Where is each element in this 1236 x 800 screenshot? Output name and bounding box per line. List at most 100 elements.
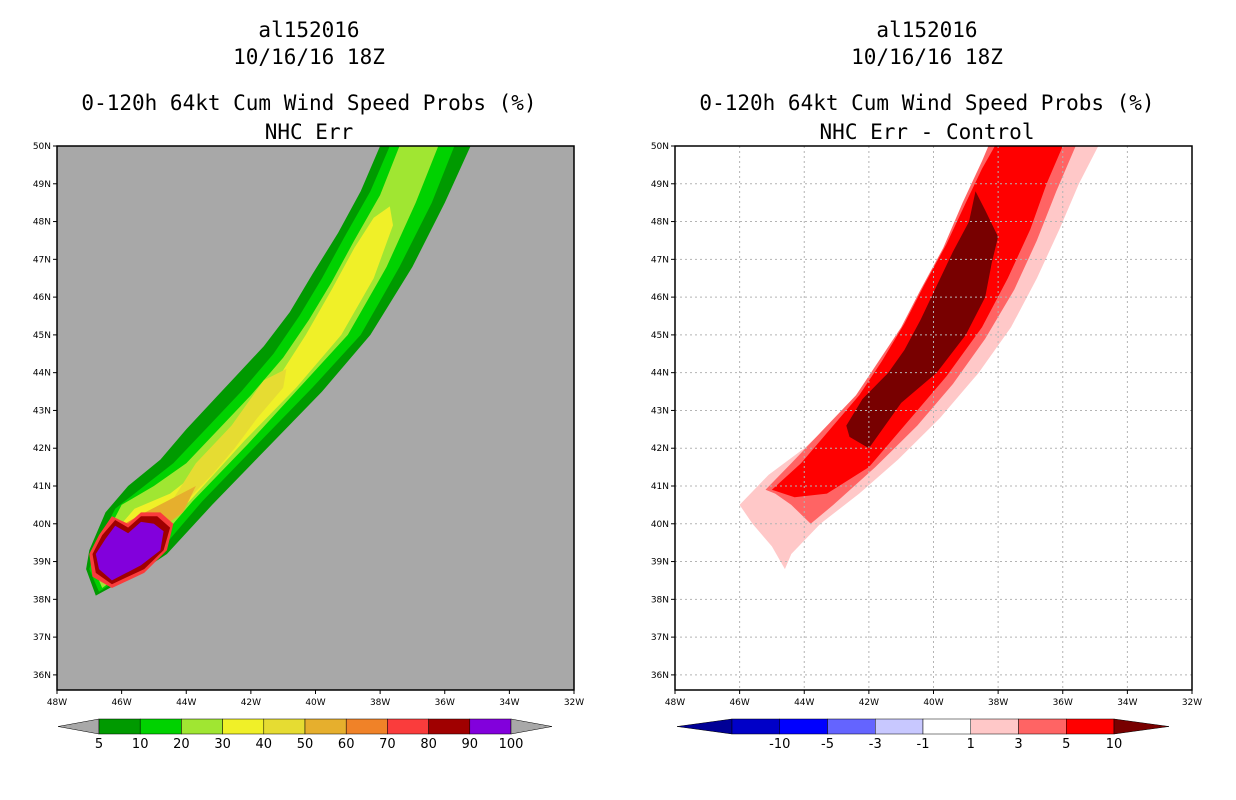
- right-xtick-label: 32W: [1182, 698, 1202, 708]
- right-xtick-label: 42W: [859, 698, 879, 708]
- left-colorbar-swatch: [98, 718, 141, 735]
- left-contour-group: [86, 146, 471, 596]
- right-xtick-label: 36W: [1053, 698, 1073, 708]
- left-colorbar-label: 30: [214, 737, 231, 752]
- left-colorbar-label: 70: [379, 737, 396, 752]
- left-xtick-label: 38W: [370, 698, 390, 708]
- left-ytick-label: 49N: [33, 180, 51, 190]
- left-xtick-label: 44W: [176, 698, 196, 708]
- right-colorbar-label: -1: [917, 737, 930, 752]
- left-colorbar-label: 10: [132, 737, 149, 752]
- right-colorbar-label: 10: [1106, 737, 1123, 752]
- left-xtick-label: 42W: [241, 698, 261, 708]
- left-colorbar-swatch: [469, 718, 512, 735]
- right-ytick-label: 50N: [651, 142, 669, 152]
- right-xtick-label: 46W: [729, 698, 749, 708]
- left-colorbar-swatch: [387, 718, 429, 735]
- right-ytick-label: 43N: [651, 406, 669, 416]
- right-colorbar-swatch: [970, 718, 1019, 735]
- right-colorbar-swatch: [1018, 718, 1067, 735]
- right-colorbar-label: -5: [821, 737, 834, 752]
- left-title-datetime: 10/16/16 18Z: [233, 45, 385, 69]
- right-ytick-label: 36N: [651, 671, 669, 681]
- left-colorbar-label: 60: [338, 737, 355, 752]
- right-xtick-label: 38W: [988, 698, 1008, 708]
- left-colorbar-swatch: [304, 718, 347, 735]
- left-title-storm-id: al152016: [258, 18, 360, 42]
- right-xtick-label: 44W: [794, 698, 814, 708]
- right-colorbar-label: 1: [967, 737, 975, 752]
- left-colorbar-label: 100: [499, 737, 524, 752]
- right-title-subtitle: NHC Err - Control: [819, 120, 1035, 144]
- right-ytick-label: 41N: [651, 482, 669, 492]
- left-colorbar-label: 5: [95, 737, 103, 752]
- right-colorbar-label: 5: [1062, 737, 1070, 752]
- right-plot-frame: [674, 145, 1193, 691]
- right-chart: 48W 46W 44W 42W 40W 38W 36W 34W 32W 36N 37N 38N 39N 4…: [651, 142, 1202, 752]
- left-ytick-label: 48N: [33, 218, 51, 228]
- left-colorbar-swatch: [181, 718, 223, 735]
- left-ytick-label: 37N: [33, 633, 51, 643]
- left-plot-frame: [56, 145, 575, 691]
- left-xtick-label: 34W: [499, 698, 519, 708]
- right-xtick-label: 34W: [1117, 698, 1137, 708]
- left-panel: al152016 10/16/16 18Z 0-120h 64kt Cum Wi…: [33, 18, 584, 752]
- left-plot-background: [57, 146, 574, 690]
- right-ytick-label: 44N: [651, 369, 669, 379]
- left-ytick-label: 45N: [33, 331, 51, 341]
- left-colorbar-label: 40: [256, 737, 273, 752]
- left-ytick-label: 41N: [33, 482, 51, 492]
- left-colorbar-swatch: [222, 718, 265, 735]
- left-xtick-label: 36W: [435, 698, 455, 708]
- right-xtick-label: 48W: [665, 698, 685, 708]
- left-ytick-label: 47N: [33, 255, 51, 265]
- right-colorbar-swatch: [731, 718, 780, 735]
- left-colorbar-low-arrow: [57, 718, 100, 735]
- left-chart: 48W 46W 44W 42W 40W 38W 36W 34W 32W 36N 37N 38N 39N 4…: [33, 142, 584, 752]
- right-colorbar-swatch: [922, 718, 971, 735]
- left-colorbar-high-arrow: [510, 718, 553, 735]
- left-colorbar-label: 20: [173, 737, 190, 752]
- left-ytick-label: 42N: [33, 444, 51, 454]
- right-ytick-label: 47N: [651, 255, 669, 265]
- right-xtick-label: 40W: [923, 698, 943, 708]
- right-ytick-label: 46N: [651, 293, 669, 303]
- left-ytick-label: 50N: [33, 142, 51, 152]
- right-colorbar-label: -10: [769, 737, 790, 752]
- left-title-product: 0-120h 64kt Cum Wind Speed Probs (%): [81, 91, 537, 115]
- right-contour-level-10: [846, 191, 999, 449]
- left-ytick-label: 43N: [33, 406, 51, 416]
- right-ytick-label: 39N: [651, 558, 669, 568]
- left-title-subtitle: NHC Err: [264, 120, 354, 144]
- right-ytick-label: 37N: [651, 633, 669, 643]
- left-colorbar-label: 50: [297, 737, 314, 752]
- right-title-datetime: 10/16/16 18Z: [851, 45, 1003, 69]
- left-ytick-label: 40N: [33, 520, 51, 530]
- right-title-storm-id: al152016: [876, 18, 978, 42]
- left-colorbar-swatch: [428, 718, 471, 735]
- right-colorbar-low-arrow: [676, 718, 733, 735]
- left-xtick-label: 48W: [47, 698, 67, 708]
- right-ytick-label: 42N: [651, 444, 669, 454]
- right-colorbar-swatch: [779, 718, 828, 735]
- right-colorbar-swatch: [827, 718, 876, 735]
- left-colorbar-swatch: [139, 718, 182, 735]
- right-colorbar-high-arrow: [1113, 718, 1170, 735]
- left-colorbar-swatch: [263, 718, 306, 735]
- right-ytick-label: 49N: [651, 180, 669, 190]
- left-ytick-label: 39N: [33, 558, 51, 568]
- right-colorbar-swatch: [1066, 718, 1115, 735]
- left-ytick-label: 36N: [33, 671, 51, 681]
- left-contour-level-90: [95, 521, 164, 581]
- left-ytick-label: 44N: [33, 369, 51, 379]
- left-xtick-label: 32W: [564, 698, 584, 708]
- right-title-product: 0-120h 64kt Cum Wind Speed Probs (%): [699, 91, 1155, 115]
- left-colorbar-label: 90: [462, 737, 479, 752]
- right-ytick-label: 38N: [651, 595, 669, 605]
- right-panel: al152016 10/16/16 18Z 0-120h 64kt Cum Wi…: [618, 0, 1236, 800]
- right-ytick-label: 40N: [651, 520, 669, 530]
- right-colorbar-label: -3: [869, 737, 882, 752]
- left-colorbar-label: 80: [420, 737, 437, 752]
- left-xtick-label: 40W: [305, 698, 325, 708]
- right-ytick-label: 45N: [651, 331, 669, 341]
